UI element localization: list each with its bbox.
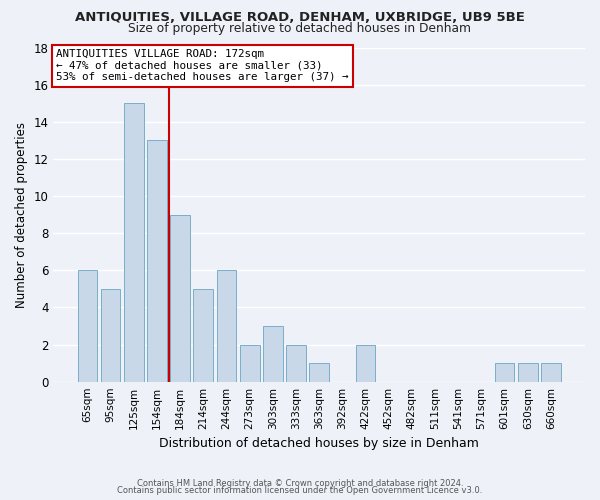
Text: ANTIQUITIES, VILLAGE ROAD, DENHAM, UXBRIDGE, UB9 5BE: ANTIQUITIES, VILLAGE ROAD, DENHAM, UXBRI… — [75, 11, 525, 24]
Bar — [101, 289, 121, 382]
Bar — [124, 103, 143, 382]
Text: Contains HM Land Registry data © Crown copyright and database right 2024.: Contains HM Land Registry data © Crown c… — [137, 478, 463, 488]
Bar — [495, 363, 514, 382]
Bar — [217, 270, 236, 382]
Bar — [518, 363, 538, 382]
Bar — [77, 270, 97, 382]
Bar — [310, 363, 329, 382]
Bar — [263, 326, 283, 382]
Bar — [147, 140, 167, 382]
Text: Size of property relative to detached houses in Denham: Size of property relative to detached ho… — [128, 22, 472, 35]
Text: ANTIQUITIES VILLAGE ROAD: 172sqm
← 47% of detached houses are smaller (33)
53% o: ANTIQUITIES VILLAGE ROAD: 172sqm ← 47% o… — [56, 49, 349, 82]
Y-axis label: Number of detached properties: Number of detached properties — [15, 122, 28, 308]
Bar — [356, 344, 376, 382]
Text: Contains public sector information licensed under the Open Government Licence v3: Contains public sector information licen… — [118, 486, 482, 495]
Bar — [286, 344, 306, 382]
Bar — [170, 214, 190, 382]
Bar — [240, 344, 260, 382]
Bar — [193, 289, 213, 382]
X-axis label: Distribution of detached houses by size in Denham: Distribution of detached houses by size … — [159, 437, 479, 450]
Bar — [541, 363, 561, 382]
